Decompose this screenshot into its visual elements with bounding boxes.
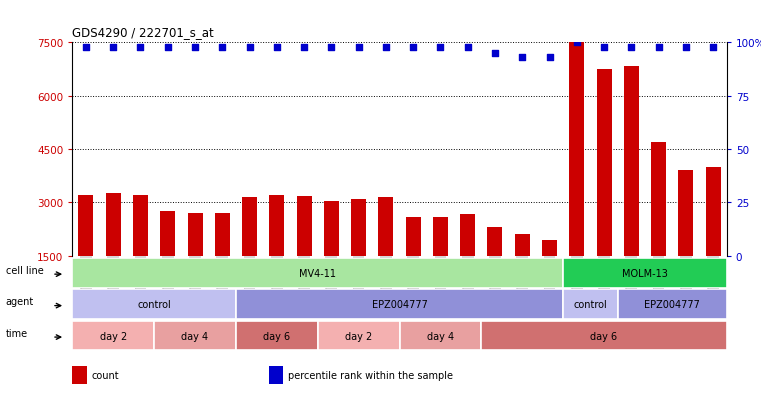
Bar <box>433 217 448 309</box>
Text: agent: agent <box>6 297 34 306</box>
Bar <box>72 321 154 351</box>
Point <box>680 44 692 51</box>
Bar <box>78 196 94 309</box>
Point <box>435 44 447 51</box>
Bar <box>482 321 727 351</box>
Bar <box>72 366 87 384</box>
Text: control: control <box>137 299 171 309</box>
Bar <box>242 197 257 309</box>
Text: MV4-11: MV4-11 <box>299 268 336 278</box>
Text: count: count <box>92 370 119 380</box>
Bar <box>269 196 285 309</box>
Text: percentile rank within the sample: percentile rank within the sample <box>288 370 454 380</box>
Text: day 2: day 2 <box>100 331 127 341</box>
Text: control: control <box>574 299 607 309</box>
Bar <box>624 66 638 309</box>
Bar <box>651 142 666 309</box>
Point <box>135 44 147 51</box>
Bar <box>400 321 482 351</box>
Point <box>352 44 365 51</box>
Point <box>216 44 228 51</box>
Text: time: time <box>6 328 28 338</box>
Text: day 4: day 4 <box>181 331 209 341</box>
Point <box>80 44 92 51</box>
Bar <box>678 171 693 309</box>
Text: day 2: day 2 <box>345 331 372 341</box>
Point <box>462 44 474 51</box>
Bar <box>215 214 230 309</box>
Text: day 4: day 4 <box>427 331 454 341</box>
Point <box>707 44 719 51</box>
Point <box>543 55 556 62</box>
Bar <box>542 240 557 309</box>
Point <box>271 44 283 51</box>
Point <box>107 44 119 51</box>
Bar <box>72 290 236 319</box>
Text: EPZ004777: EPZ004777 <box>645 299 700 309</box>
Point <box>189 44 201 51</box>
Bar <box>406 217 421 309</box>
Point <box>626 44 638 51</box>
Bar <box>106 194 121 309</box>
Bar <box>351 199 366 309</box>
Bar <box>597 70 612 309</box>
Bar <box>318 321 400 351</box>
Text: cell line: cell line <box>6 265 43 275</box>
Point <box>407 44 419 51</box>
Bar <box>569 43 584 309</box>
Text: GDS4290 / 222701_s_at: GDS4290 / 222701_s_at <box>72 26 214 39</box>
Text: MOLM-13: MOLM-13 <box>622 268 668 278</box>
Point <box>652 44 664 51</box>
Bar <box>187 214 202 309</box>
Bar <box>269 366 283 384</box>
Bar <box>297 197 311 309</box>
Bar <box>705 167 721 309</box>
Bar <box>514 235 530 309</box>
Bar <box>460 214 475 309</box>
Bar <box>236 290 563 319</box>
Bar <box>324 201 339 309</box>
Point <box>516 55 528 62</box>
Bar <box>133 195 148 309</box>
Bar <box>563 258 727 288</box>
Bar <box>618 290 727 319</box>
Point <box>598 44 610 51</box>
Point <box>571 40 583 47</box>
Point <box>325 44 337 51</box>
Bar <box>161 212 175 309</box>
Point <box>298 44 310 51</box>
Point <box>244 44 256 51</box>
Point <box>161 44 174 51</box>
Bar <box>154 321 236 351</box>
Bar <box>563 290 618 319</box>
Point <box>380 44 392 51</box>
Text: EPZ004777: EPZ004777 <box>371 299 428 309</box>
Text: day 6: day 6 <box>591 331 618 341</box>
Text: day 6: day 6 <box>263 331 291 341</box>
Bar <box>378 197 393 309</box>
Point <box>489 51 501 57</box>
Bar <box>72 258 563 288</box>
Bar <box>236 321 318 351</box>
Bar <box>488 228 502 309</box>
